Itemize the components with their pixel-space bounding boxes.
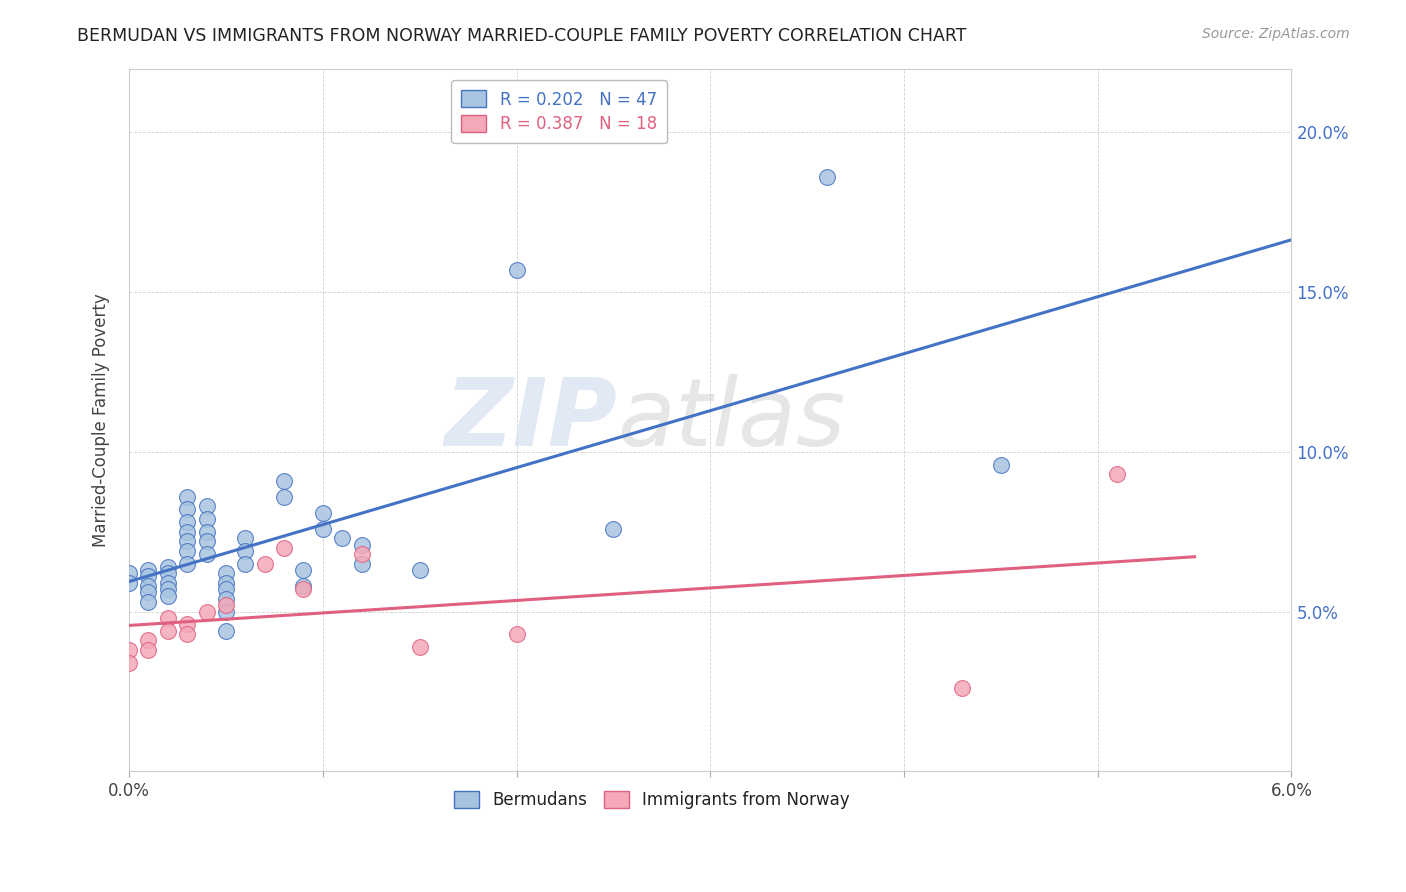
Legend: Bermudans, Immigrants from Norway: Bermudans, Immigrants from Norway (447, 784, 856, 816)
Point (176, 557, 198, 571)
Point (176, 502, 198, 516)
Point (602, 522, 624, 536)
Text: ZIP: ZIP (444, 374, 617, 466)
Point (950, 681, 973, 696)
Point (156, 566, 179, 581)
Point (176, 490, 198, 504)
Text: BERMUDAN VS IMMIGRANTS FROM NORWAY MARRIED-COUPLE FAMILY POVERTY CORRELATION CHA: BERMUDAN VS IMMIGRANTS FROM NORWAY MARRI… (77, 27, 967, 45)
Point (312, 506, 335, 520)
Point (195, 605, 218, 619)
Point (176, 544, 198, 558)
Point (408, 563, 430, 577)
Point (138, 563, 160, 577)
Point (138, 569, 160, 583)
Point (138, 595, 160, 609)
Point (195, 534, 218, 549)
Point (156, 589, 179, 603)
Point (118, 656, 141, 670)
Point (253, 557, 276, 571)
Point (176, 627, 198, 641)
Point (292, 582, 315, 597)
Point (350, 557, 373, 571)
Point (233, 557, 256, 571)
Point (215, 575, 238, 590)
Point (233, 531, 256, 545)
Point (176, 617, 198, 632)
Point (350, 537, 373, 551)
Point (156, 575, 179, 590)
Point (215, 582, 238, 597)
Point (195, 547, 218, 561)
Point (176, 515, 198, 529)
Point (215, 591, 238, 606)
Point (330, 531, 353, 545)
Point (215, 624, 238, 638)
Point (215, 605, 238, 619)
Point (990, 458, 1012, 472)
Point (292, 563, 315, 577)
Point (156, 560, 179, 574)
Point (118, 575, 141, 590)
Point (350, 547, 373, 561)
Point (312, 522, 335, 536)
Text: atlas: atlas (617, 375, 845, 466)
Y-axis label: Married-Couple Family Poverty: Married-Couple Family Poverty (93, 293, 110, 547)
Point (195, 500, 218, 514)
Point (233, 544, 256, 558)
Point (138, 579, 160, 593)
Point (195, 524, 218, 539)
Point (176, 524, 198, 539)
Point (138, 633, 160, 648)
Point (1107, 467, 1129, 482)
Point (156, 582, 179, 597)
Point (138, 643, 160, 657)
Text: Source: ZipAtlas.com: Source: ZipAtlas.com (1202, 27, 1350, 41)
Point (273, 541, 295, 555)
Point (156, 611, 179, 625)
Point (118, 643, 141, 657)
Point (505, 262, 527, 277)
Point (273, 474, 295, 488)
Point (408, 640, 430, 654)
Point (156, 624, 179, 638)
Point (215, 599, 238, 613)
Point (118, 566, 141, 581)
Point (292, 579, 315, 593)
Point (815, 170, 838, 185)
Point (195, 512, 218, 526)
Point (138, 585, 160, 599)
Point (505, 627, 527, 641)
Point (176, 534, 198, 549)
Point (273, 490, 295, 504)
Point (215, 566, 238, 581)
